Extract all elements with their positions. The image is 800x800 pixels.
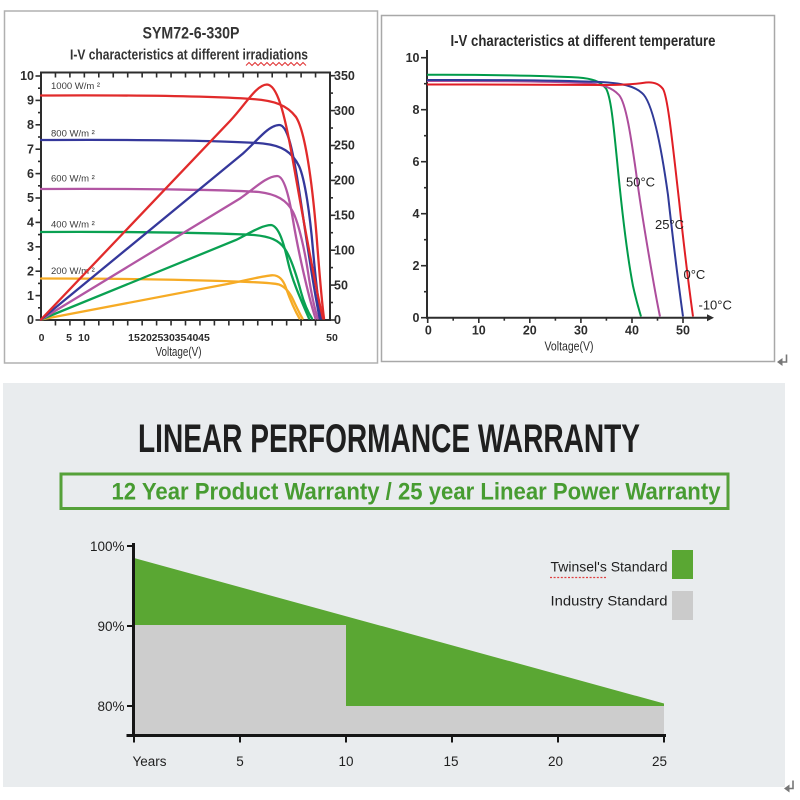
svg-text:200 W/m ²: 200 W/m ² [51,266,95,277]
svg-text:2: 2 [413,259,420,273]
svg-text:SYM72-6-330P: SYM72-6-330P [143,25,240,43]
svg-text:10: 10 [472,324,486,338]
svg-text:300: 300 [334,104,355,118]
svg-text:10: 10 [20,69,34,83]
svg-text:800 W/m ²: 800 W/m ² [51,129,95,140]
svg-text:30: 30 [163,332,175,344]
svg-text:8: 8 [27,118,34,132]
svg-text:LINEAR PERFORMANCE WARRANTY: LINEAR PERFORMANCE WARRANTY [138,417,640,461]
svg-text:80%: 80% [97,699,124,714]
svg-text:50: 50 [326,332,338,344]
svg-text:5: 5 [27,191,34,205]
svg-text:400 W/m ²: 400 W/m ² [51,220,95,231]
svg-text:2: 2 [27,264,34,278]
svg-text:12 Year Product Warranty / 25: 12 Year Product Warranty / 25 year Linea… [112,479,722,506]
svg-text:Twinsel's Standard: Twinsel's Standard [551,560,668,575]
svg-text:40: 40 [625,324,639,338]
svg-text:150: 150 [334,209,355,223]
svg-text:I-V characteristics at differe: I-V characteristics at different tempera… [451,33,716,50]
svg-text:50: 50 [676,324,690,338]
svg-text:100%: 100% [90,539,125,554]
svg-text:200: 200 [334,174,355,188]
svg-text:Years: Years [132,754,166,769]
svg-text:10: 10 [406,51,420,65]
svg-text:I-V characteristics at differe: I-V characteristics at different irradia… [70,47,308,64]
svg-text:1000 W/m ²: 1000 W/m ² [51,81,100,92]
svg-text:4: 4 [413,207,420,221]
svg-text:0: 0 [425,324,432,338]
svg-text:7: 7 [27,142,34,156]
svg-text:20: 20 [523,324,537,338]
svg-text:Industry Standard: Industry Standard [551,594,668,609]
svg-text:40: 40 [187,332,199,344]
svg-text:20: 20 [548,754,563,769]
svg-text:0°C: 0°C [684,267,706,282]
svg-text:30: 30 [574,324,588,338]
svg-text:35: 35 [175,332,187,344]
svg-text:15: 15 [443,754,458,769]
svg-text:8: 8 [413,103,420,117]
svg-text:3: 3 [27,240,34,254]
svg-text:Voltage(V): Voltage(V) [156,345,202,359]
svg-text:100: 100 [334,243,355,257]
svg-text:4: 4 [27,216,34,230]
svg-text:0: 0 [27,313,34,327]
svg-text:25: 25 [652,754,667,769]
svg-text:1: 1 [27,289,34,303]
svg-text:0: 0 [413,311,420,325]
svg-text:10: 10 [338,754,353,769]
svg-text:15: 15 [128,332,140,344]
svg-text:6: 6 [27,167,34,181]
svg-text:5: 5 [236,754,244,769]
svg-text:350: 350 [334,69,355,83]
svg-text:0: 0 [334,313,341,327]
svg-text:5: 5 [66,332,72,344]
svg-text:25: 25 [152,332,164,344]
svg-text:45: 45 [198,332,210,344]
svg-text:Voltage(V): Voltage(V) [545,340,594,354]
svg-text:10: 10 [78,332,90,344]
svg-text:90%: 90% [97,619,124,634]
svg-text:25°C: 25°C [655,217,684,232]
svg-text:6: 6 [413,155,420,169]
svg-text:0: 0 [39,332,45,344]
svg-text:9: 9 [27,94,34,108]
svg-text:250: 250 [334,139,355,153]
svg-text:-10°C: -10°C [699,298,732,313]
svg-text:50°C: 50°C [626,175,655,190]
svg-text:20: 20 [140,332,152,344]
svg-text:600 W/m ²: 600 W/m ² [51,174,95,185]
svg-text:50: 50 [334,278,348,292]
